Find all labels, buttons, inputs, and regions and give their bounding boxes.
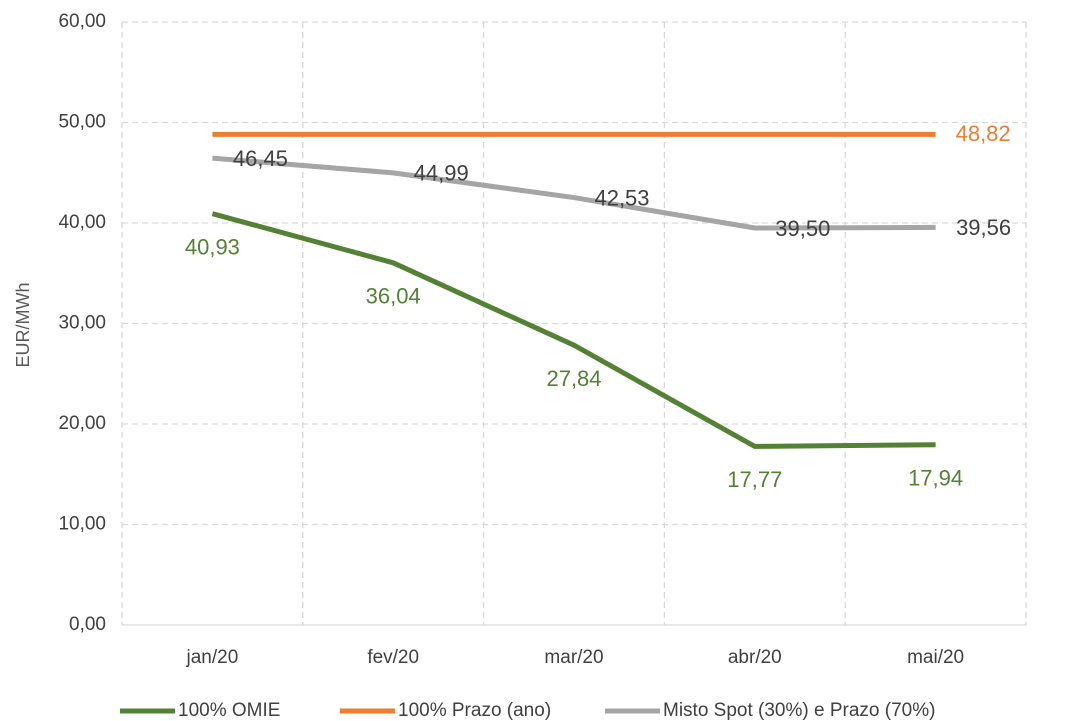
- value-label: 42,53: [594, 185, 649, 210]
- y-tick-label: 40,00: [58, 212, 106, 233]
- y-tick-label: 30,00: [58, 313, 106, 334]
- value-label: 44,99: [414, 161, 469, 186]
- y-tick-label: 50,00: [58, 112, 106, 133]
- value-label: 46,45: [233, 146, 288, 171]
- y-tick-label: 60,00: [58, 11, 106, 32]
- value-label: 39,50: [775, 216, 830, 241]
- legend-label: Misto Spot (30%) e Prazo (70%): [663, 700, 935, 721]
- value-label: 40,93: [185, 234, 240, 259]
- value-label: 39,56: [956, 215, 1011, 240]
- value-label: 27,84: [546, 366, 601, 391]
- x-tick-label: mar/20: [544, 647, 603, 668]
- y-tick-label: 0,00: [69, 614, 106, 635]
- legend-label: 100% OMIE: [178, 700, 280, 721]
- value-label: 36,04: [366, 284, 421, 309]
- series-line: [212, 155, 936, 231]
- y-tick-label: 20,00: [58, 413, 106, 434]
- x-tick-label: fev/20: [367, 647, 419, 668]
- value-label: 17,77: [727, 467, 782, 492]
- x-tick-label: mai/20: [907, 647, 964, 668]
- legend-label: 100% Prazo (ano): [398, 700, 551, 721]
- x-tick-label: jan/20: [186, 647, 239, 668]
- y-axis-title: EUR/MWh: [13, 283, 33, 368]
- x-tick-label: abr/20: [728, 647, 782, 668]
- value-label: 17,94: [908, 466, 963, 491]
- series-line: [211, 211, 936, 449]
- value-label: 48,82: [956, 121, 1011, 146]
- y-tick-label: 10,00: [58, 514, 106, 535]
